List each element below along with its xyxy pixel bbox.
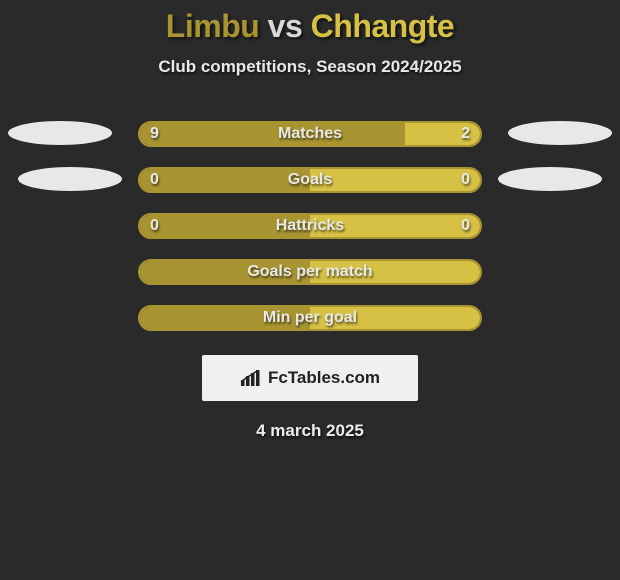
date-label: 4 march 2025	[0, 421, 620, 441]
stat-bar: Min per goal	[138, 305, 482, 331]
stat-label: Goals	[140, 169, 480, 191]
stat-bar: 00Hattricks	[138, 213, 482, 239]
stat-row: 00Hattricks	[0, 213, 620, 239]
stat-label: Hattricks	[140, 215, 480, 237]
source-badge[interactable]: FcTables.com	[202, 355, 418, 401]
infographic-container: Limbu vs Chhangte Club competitions, Sea…	[0, 0, 620, 580]
player2-name: Chhangte	[311, 8, 455, 44]
subtitle: Club competitions, Season 2024/2025	[0, 57, 620, 77]
page-title: Limbu vs Chhangte	[0, 0, 620, 45]
stat-label: Matches	[140, 123, 480, 145]
vs-label: vs	[268, 8, 303, 44]
stat-row: Goals per match	[0, 259, 620, 285]
player2-avatar-placeholder	[498, 167, 602, 191]
stats-rows: 92Matches 00Goals 00Hattricks Goals per mat…	[0, 121, 620, 331]
stat-row: 92Matches	[0, 121, 620, 147]
bar-chart-icon	[240, 369, 262, 387]
stat-label: Goals per match	[140, 261, 480, 283]
player1-avatar-placeholder	[18, 167, 122, 191]
stat-bar: 00Goals	[138, 167, 482, 193]
stat-row: 00Goals	[0, 167, 620, 193]
player1-avatar-placeholder	[8, 121, 112, 145]
stat-row: Min per goal	[0, 305, 620, 331]
player1-name: Limbu	[166, 8, 259, 44]
badge-text: FcTables.com	[268, 368, 380, 388]
stat-bar: Goals per match	[138, 259, 482, 285]
player2-avatar-placeholder	[508, 121, 612, 145]
stat-bar: 92Matches	[138, 121, 482, 147]
stat-label: Min per goal	[140, 307, 480, 329]
